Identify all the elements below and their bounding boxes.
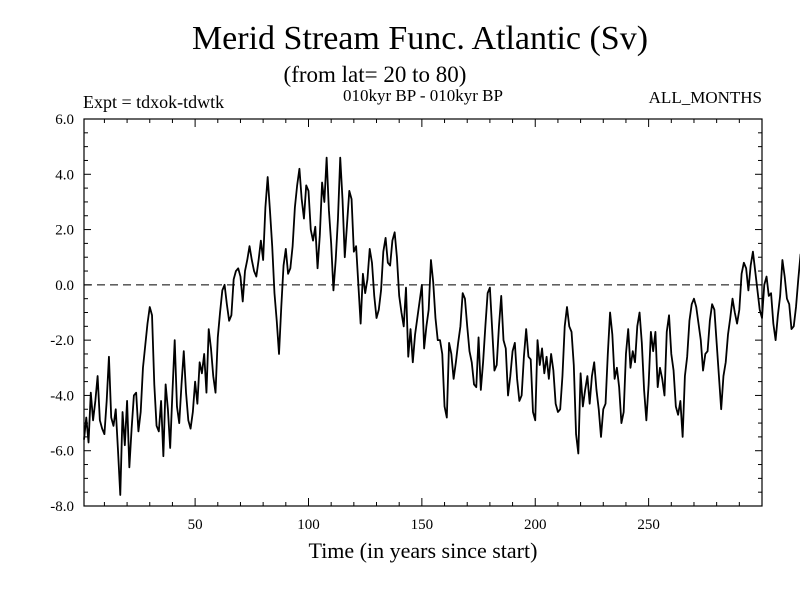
x-tick-label: 100 [297,517,320,533]
y-tick-label: 6.0 [55,112,74,128]
experiment-label: Expt = tdxok-tdwtk [83,92,224,112]
series-line [83,156,800,496]
y-tick-label: -2.0 [50,333,74,349]
y-tick-label: -4.0 [50,388,74,404]
y-axis: -8.0 -6.0 -4.0 -2.0 0.0 2.0 4.0 6.0 [50,112,762,515]
x-tick-label: 150 [411,517,434,533]
period-label: 010kyr BP - 010kyr BP [343,86,503,105]
chart-subtitle: (from lat= 20 to 80) [284,62,467,87]
x-tick-label: 250 [637,517,660,533]
y-tick-label: 0.0 [55,278,74,294]
y-tick-label: -8.0 [50,499,74,515]
y-tick-label: -6.0 [50,444,74,460]
x-axis: 50 100 150 200 250 [103,119,763,533]
y-tick-label: 4.0 [55,167,74,183]
x-tick-label: 50 [188,517,203,533]
y-tick-label: 2.0 [55,223,74,239]
months-label: ALL_MONTHS [649,88,762,107]
chart-title: Merid Stream Func. Atlantic (Sv) [192,20,648,57]
x-tick-label: 200 [524,517,547,533]
x-axis-label: Time (in years since start) [309,538,538,563]
plot-frame [83,118,763,507]
